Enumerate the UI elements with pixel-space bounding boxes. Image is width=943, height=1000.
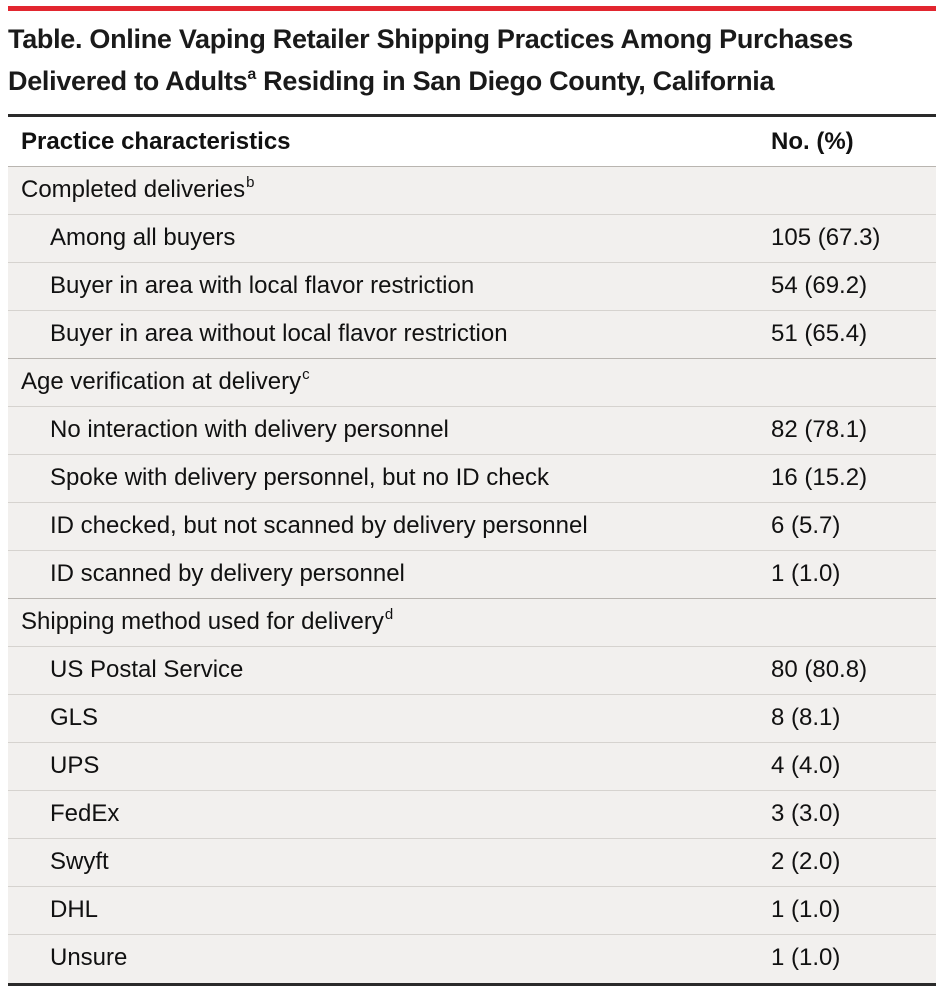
title-footnote-marker: a [247, 66, 256, 83]
row-label: ID scanned by delivery personnel [50, 560, 405, 587]
data-table: Practice characteristics No. (%) Complet… [8, 114, 936, 986]
row-value: 80 (80.8) [771, 656, 868, 683]
row-value: 54 (69.2) [771, 272, 868, 299]
row-value: 8 (8.1) [771, 704, 841, 731]
group-row-age-verification: Age verification at deliveryc [8, 359, 936, 407]
table-row: UPS 4 (4.0) [8, 743, 936, 791]
table-row: Among all buyers 105 (67.3) [8, 215, 936, 263]
table-row: ID checked, but not scanned by delivery … [8, 503, 936, 551]
table-row: Unsure 1 (1.0) [8, 935, 936, 983]
group-row-shipping-method: Shipping method used for deliveryd [8, 599, 936, 647]
row-value: 1 (1.0) [771, 560, 841, 587]
footnote-marker: c [302, 366, 310, 383]
table-row: No interaction with delivery personnel 8… [8, 407, 936, 455]
row-value: 4 (4.0) [771, 752, 841, 779]
group-label: Age verification at deliveryc [21, 366, 310, 395]
table-row: GLS 8 (8.1) [8, 695, 936, 743]
row-value: 2 (2.0) [771, 848, 841, 875]
footnote-marker: d [384, 606, 394, 623]
header-practice-characteristics: Practice characteristics [21, 128, 291, 155]
row-value: 1 (1.0) [771, 896, 841, 923]
header-count-percent: No. (%) [771, 128, 854, 155]
table-row: Spoke with delivery personnel, but no ID… [8, 455, 936, 503]
row-label: Spoke with delivery personnel, but no ID… [50, 464, 549, 491]
table-header-row: Practice characteristics No. (%) [8, 117, 936, 167]
title-line-1: Table. Online Vaping Retailer Shipping P… [8, 24, 854, 54]
table-row: Buyer in area with local flavor restrict… [8, 263, 936, 311]
table-row: ID scanned by delivery personnel 1 (1.0) [8, 551, 936, 599]
row-label: Among all buyers [50, 224, 236, 251]
row-label: Unsure [50, 944, 128, 971]
group-row-completed-deliveries: Completed deliveriesb [8, 167, 936, 215]
row-label: Buyer in area with local flavor restrict… [50, 272, 475, 299]
row-label: GLS [50, 704, 99, 731]
row-label: DHL [50, 896, 99, 923]
row-value: 1 (1.0) [771, 944, 841, 971]
footnote-marker: b [246, 174, 255, 191]
row-label: Buyer in area without local flavor restr… [50, 320, 508, 347]
row-value: 51 (65.4) [771, 320, 868, 347]
title-line-2-start: Delivered to Adults [8, 66, 248, 96]
table-row: FedEx 3 (3.0) [8, 791, 936, 839]
row-label: Swyft [50, 848, 109, 875]
top-accent-rule [8, 6, 936, 11]
row-label: No interaction with delivery personnel [50, 416, 449, 443]
row-label: ID checked, but not scanned by delivery … [50, 512, 588, 539]
row-label: UPS [50, 752, 100, 779]
group-label: Completed deliveriesb [21, 174, 255, 203]
table-row: Buyer in area without local flavor restr… [8, 311, 936, 359]
table-row: US Postal Service 80 (80.8) [8, 647, 936, 695]
title-line-2-end: Residing in San Diego County, California [255, 66, 775, 96]
table-row: Swyft 2 (2.0) [8, 839, 936, 887]
row-value: 3 (3.0) [771, 800, 841, 827]
row-value: 6 (5.7) [771, 512, 841, 539]
table-bottom-rule [8, 983, 936, 986]
row-label: US Postal Service [50, 656, 244, 683]
table-title: Table. Online Vaping Retailer Shipping P… [8, 18, 936, 107]
row-value: 82 (78.1) [771, 416, 868, 443]
row-value: 105 (67.3) [771, 224, 881, 251]
row-label: FedEx [50, 800, 120, 827]
row-value: 16 (15.2) [771, 464, 868, 491]
table-row: DHL 1 (1.0) [8, 887, 936, 935]
group-label: Shipping method used for deliveryd [21, 606, 394, 635]
